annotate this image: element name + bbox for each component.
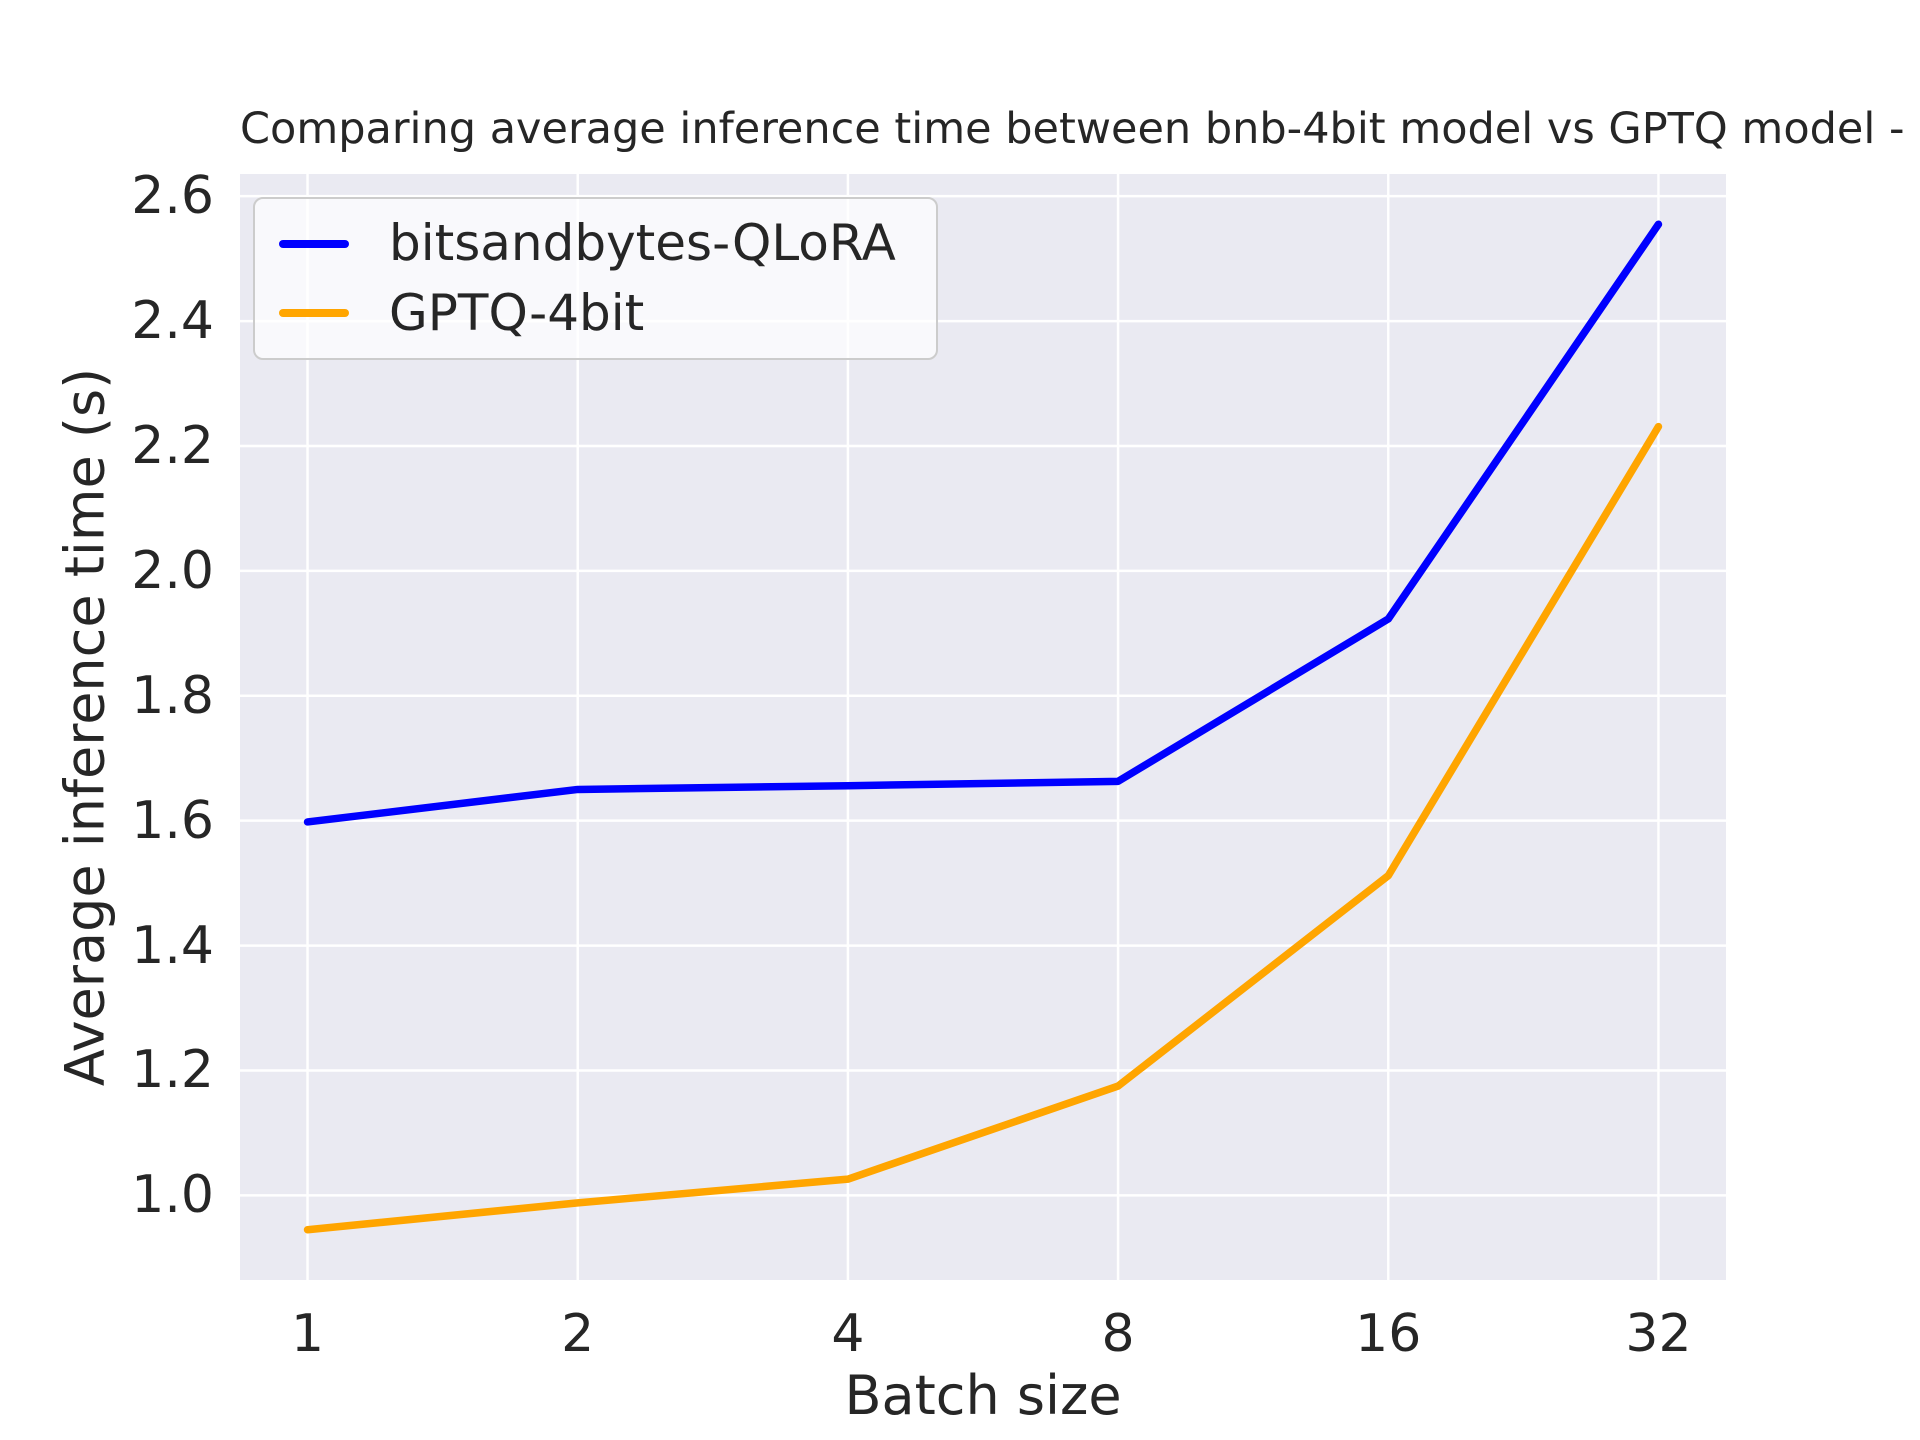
x-tick-label: 16 (1355, 1304, 1422, 1364)
legend-swatch (279, 239, 349, 248)
y-tick-label: 1.0 (131, 1165, 214, 1226)
legend-label: GPTQ-4bit (389, 283, 645, 342)
legend-swatch (279, 309, 349, 318)
y-tick-label: 2.6 (131, 166, 214, 227)
x-tick-label: 8 (1101, 1304, 1135, 1364)
y-tick-label: 2.2 (131, 415, 214, 476)
legend: bitsandbytes-QLoRA GPTQ-4bit (253, 197, 938, 360)
x-axis-label: Batch size (844, 1364, 1122, 1427)
legend-item: bitsandbytes-QLoRA (279, 214, 896, 273)
y-tick-label: 1.8 (131, 665, 214, 726)
series-line-bitsandbytes-QLoRA (303, 220, 1663, 826)
series-line-GPTQ-4bit (303, 422, 1663, 1234)
chart-title: Comparing average inference time between… (240, 104, 1920, 154)
y-tick-label: 2.0 (131, 540, 214, 601)
x-tick-label: 1 (290, 1304, 325, 1364)
y-tick-label: 1.2 (131, 1040, 214, 1101)
x-tick-label: 2 (561, 1304, 595, 1364)
y-tick-label: 1.6 (131, 790, 214, 851)
legend-item: GPTQ-4bit (279, 283, 896, 343)
y-tick-label: 1.4 (131, 915, 214, 976)
x-tick-label: 32 (1625, 1304, 1692, 1364)
y-tick-label: 2.4 (131, 291, 214, 352)
legend-label: bitsandbytes-QLoRA (389, 214, 896, 272)
x-tick-label: 4 (831, 1304, 865, 1364)
